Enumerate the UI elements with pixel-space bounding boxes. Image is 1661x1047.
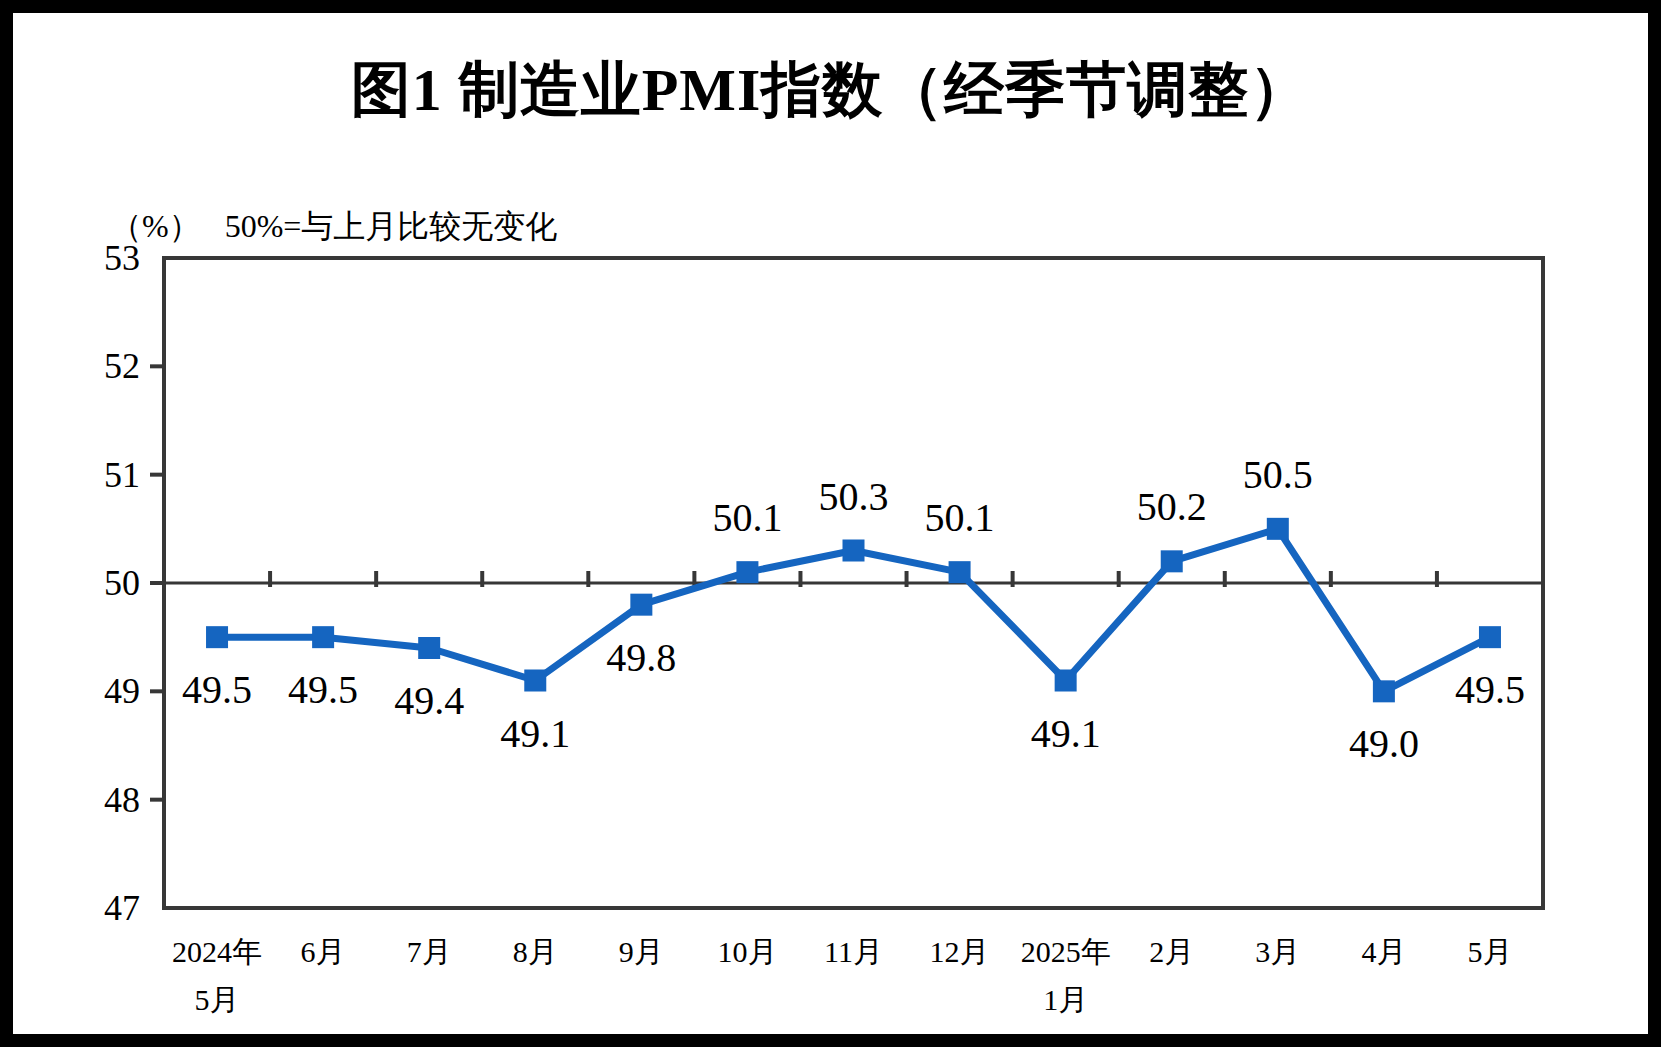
y-axis-label: 50 [104, 563, 140, 603]
x-axis-label: 2024年 [172, 935, 262, 968]
data-point-marker [524, 670, 546, 692]
data-label: 49.5 [1455, 667, 1525, 712]
x-axis-label: 10月 [717, 935, 777, 968]
pmi-line-chart: 47 48 49 50 51 52 53 49.5 49.5 49.4 49.1 49.8 50.1 50… [0, 0, 1661, 1047]
data-label: 49.5 [182, 667, 252, 712]
data-label: 50.5 [1243, 452, 1313, 497]
data-label: 49.1 [500, 711, 570, 756]
data-point-marker [949, 561, 971, 583]
x-axis-label: 7月 [407, 935, 452, 968]
y-axis-label: 53 [104, 238, 140, 278]
data-label: 50.1 [925, 495, 995, 540]
data-label: 49.5 [288, 667, 358, 712]
y-axis-label: 52 [104, 346, 140, 386]
data-point-marker [206, 626, 228, 648]
data-point-marker [1267, 518, 1289, 540]
x-axis-label: 4月 [1361, 935, 1406, 968]
x-axis-label: 5月 [195, 983, 240, 1016]
y-axis-label: 49 [104, 671, 140, 711]
data-point-marker [1479, 626, 1501, 648]
x-axis-label: 3月 [1255, 935, 1300, 968]
y-axis-label: 51 [104, 455, 140, 495]
y-axis-label: 48 [104, 780, 140, 820]
data-point-marker [1055, 670, 1077, 692]
data-label: 49.1 [1031, 711, 1101, 756]
data-point-marker [736, 561, 758, 583]
y-axis-label: 47 [104, 888, 140, 928]
data-point-marker [1373, 680, 1395, 702]
data-label: 50.2 [1137, 484, 1207, 529]
data-label: 50.3 [819, 474, 889, 519]
x-axis-label: 11月 [824, 935, 883, 968]
x-axis-label: 9月 [619, 935, 664, 968]
data-label: 49.0 [1349, 721, 1419, 766]
data-point-marker [843, 540, 865, 562]
x-axis-label: 5月 [1467, 935, 1512, 968]
data-point-marker [630, 594, 652, 616]
data-point-marker [1161, 550, 1183, 572]
x-axis-label: 8月 [513, 935, 558, 968]
data-point-marker [418, 637, 440, 659]
x-axis-label: 1月 [1043, 983, 1088, 1016]
data-label: 50.1 [712, 495, 782, 540]
x-axis-label: 6月 [301, 935, 346, 968]
data-point-marker [312, 626, 334, 648]
x-axis-label: 2025年 [1021, 935, 1111, 968]
pmi-chart-page: 图1 制造业PMI指数（经季节调整） （%）50%=与上月比较无变化 47484… [0, 0, 1661, 1047]
x-axis-label: 2月 [1149, 935, 1194, 968]
data-label: 49.8 [606, 635, 676, 680]
x-axis-label: 12月 [930, 935, 990, 968]
data-label: 49.4 [394, 678, 464, 723]
